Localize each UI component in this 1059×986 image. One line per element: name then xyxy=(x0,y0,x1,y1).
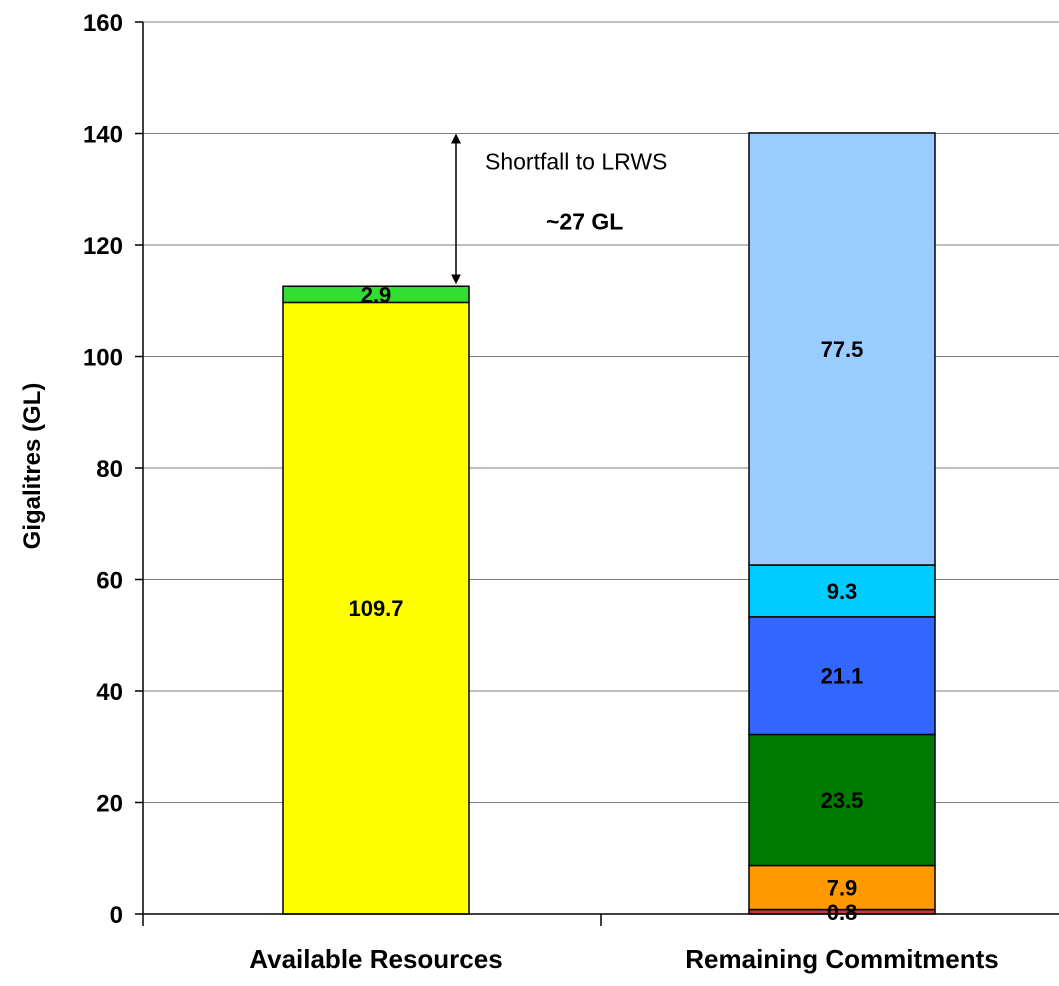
y-tick-labels: 0 20 40 60 80 100 120 140 160 xyxy=(83,10,143,929)
bar-segment xyxy=(282,301,470,915)
data-label: 21.1 xyxy=(821,664,864,689)
y-tick-label: 60 xyxy=(96,568,123,595)
y-tick-label: 0 xyxy=(110,902,123,929)
bar-segment xyxy=(282,285,470,304)
y-tick-label: 100 xyxy=(83,345,123,372)
y-tick-label: 40 xyxy=(96,679,123,706)
y-tick-label: 140 xyxy=(83,122,123,149)
category-labels: Available Resources Remaining Commitments xyxy=(249,944,998,974)
shortfall-annotation: Shortfall to LRWS ~27 GL xyxy=(451,133,667,285)
category-label: Remaining Commitments xyxy=(685,944,999,974)
y-tick-label: 120 xyxy=(83,233,123,260)
bar-segment xyxy=(748,616,936,736)
data-label: 7.9 xyxy=(827,876,858,901)
data-label: 77.5 xyxy=(821,337,864,362)
y-tick-label: 160 xyxy=(83,10,123,37)
bars xyxy=(282,132,936,915)
y-tick-label: 80 xyxy=(96,456,123,483)
bar-segment xyxy=(748,864,936,911)
bar-segment xyxy=(748,733,936,867)
data-label: 2.9 xyxy=(361,282,392,307)
y-axis-title: Gigalitres (GL) xyxy=(19,383,46,550)
data-label: 9.3 xyxy=(827,579,858,604)
bar-segment xyxy=(748,564,936,618)
shortfall-label: Shortfall to LRWS xyxy=(485,149,667,175)
bar-segment xyxy=(748,132,936,566)
category-label: Available Resources xyxy=(249,944,502,974)
data-label: 109.7 xyxy=(348,596,403,621)
shortfall-value: ~27 GL xyxy=(546,209,623,235)
data-label: 23.5 xyxy=(821,788,864,813)
data-labels: 109.7 2.9 0.87.9 23.5 21.1 9.3 77.5 xyxy=(348,282,863,924)
y-tick-label: 20 xyxy=(96,791,123,818)
data-label: 0.8 xyxy=(827,900,858,925)
